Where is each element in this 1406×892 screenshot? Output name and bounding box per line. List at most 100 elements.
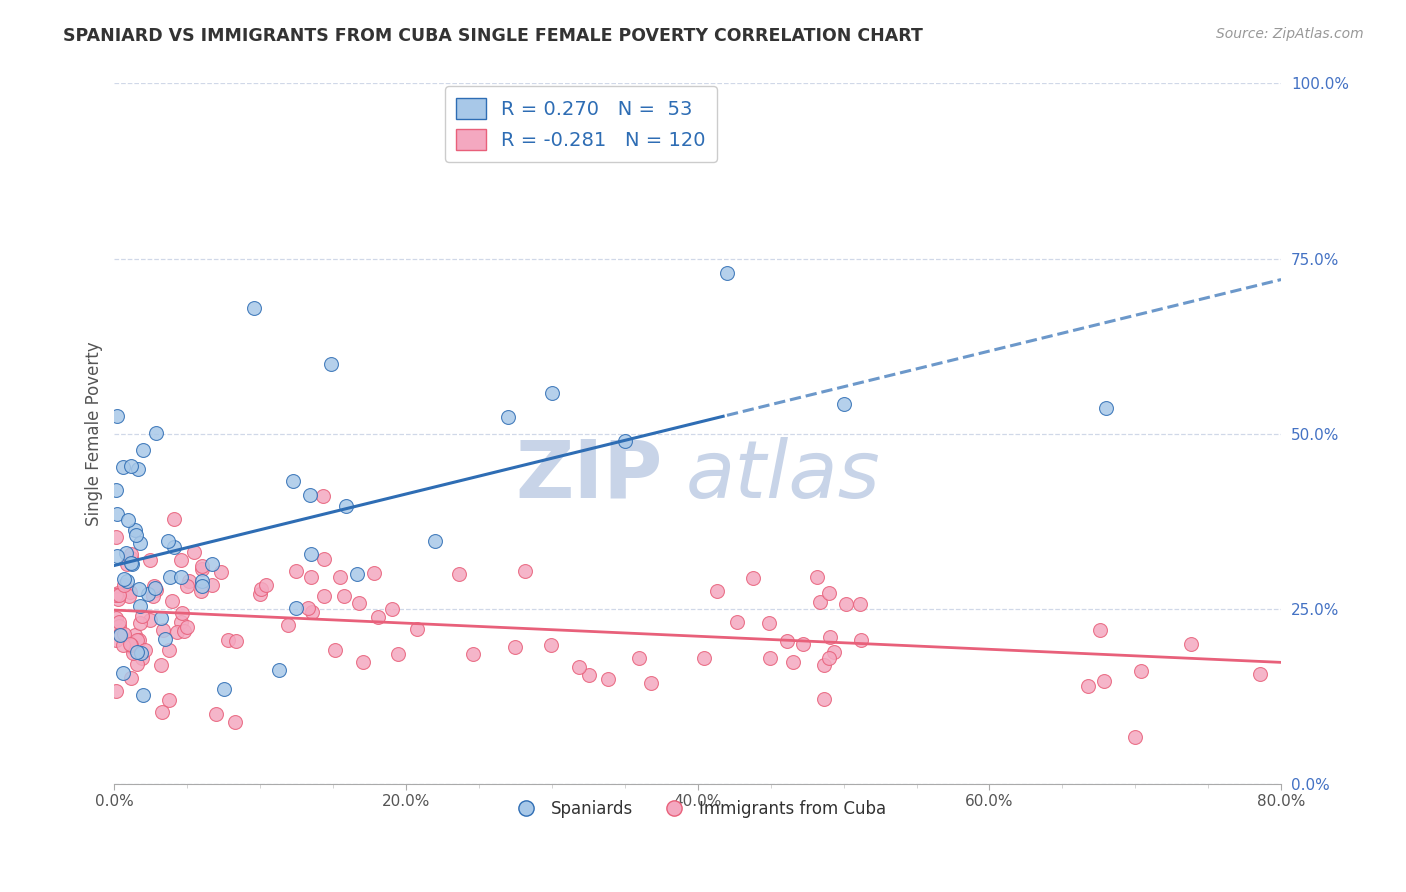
Point bbox=[120, 458, 142, 473]
Text: ZIP: ZIP bbox=[516, 436, 662, 515]
Point bbox=[105, 508, 128, 522]
Point bbox=[107, 586, 129, 600]
Point bbox=[143, 581, 166, 595]
Point bbox=[209, 566, 232, 580]
Point bbox=[693, 650, 716, 665]
Point bbox=[136, 587, 159, 601]
Point bbox=[183, 545, 205, 559]
Point bbox=[818, 631, 841, 645]
Point bbox=[163, 512, 186, 526]
Point bbox=[120, 637, 142, 651]
Point bbox=[835, 597, 858, 611]
Point bbox=[808, 595, 831, 609]
Point bbox=[540, 638, 562, 652]
Point bbox=[332, 589, 354, 603]
Point bbox=[284, 600, 307, 615]
Point bbox=[461, 647, 484, 661]
Point bbox=[149, 657, 172, 672]
Point bbox=[277, 618, 299, 632]
Point bbox=[823, 645, 845, 659]
Point bbox=[112, 578, 135, 592]
Point bbox=[742, 571, 765, 585]
Point bbox=[314, 589, 336, 603]
Point bbox=[170, 615, 193, 629]
Point bbox=[125, 528, 148, 542]
Point bbox=[120, 638, 142, 652]
Point bbox=[190, 558, 212, 573]
Point bbox=[120, 671, 142, 685]
Point bbox=[759, 651, 782, 665]
Point bbox=[725, 615, 748, 629]
Point bbox=[716, 266, 738, 280]
Point bbox=[1095, 401, 1118, 415]
Point bbox=[128, 632, 150, 647]
Point bbox=[128, 535, 150, 549]
Point bbox=[776, 633, 799, 648]
Point bbox=[628, 650, 651, 665]
Point bbox=[127, 645, 149, 659]
Point bbox=[176, 579, 198, 593]
Point bbox=[758, 615, 780, 630]
Point bbox=[104, 632, 127, 647]
Point bbox=[1180, 637, 1202, 651]
Point bbox=[134, 642, 156, 657]
Point bbox=[217, 632, 239, 647]
Point bbox=[129, 616, 152, 631]
Point bbox=[335, 499, 357, 513]
Point bbox=[104, 588, 127, 602]
Point bbox=[120, 551, 142, 566]
Point bbox=[367, 610, 389, 624]
Point bbox=[596, 673, 619, 687]
Point bbox=[138, 613, 160, 627]
Point bbox=[163, 540, 186, 554]
Point bbox=[105, 530, 128, 544]
Point bbox=[105, 409, 128, 423]
Point bbox=[1130, 664, 1153, 678]
Point bbox=[201, 557, 224, 571]
Y-axis label: Single Female Poverty: Single Female Poverty bbox=[86, 342, 103, 526]
Point bbox=[110, 627, 132, 641]
Point bbox=[299, 547, 322, 561]
Point bbox=[145, 425, 167, 440]
Point bbox=[112, 665, 135, 680]
Point bbox=[120, 585, 142, 599]
Point bbox=[806, 569, 828, 583]
Point bbox=[108, 628, 131, 642]
Text: atlas: atlas bbox=[686, 436, 880, 515]
Point bbox=[120, 547, 142, 561]
Point bbox=[105, 684, 128, 698]
Point bbox=[108, 619, 131, 633]
Point bbox=[254, 578, 277, 592]
Point bbox=[578, 667, 600, 681]
Point bbox=[105, 549, 128, 563]
Point bbox=[381, 601, 404, 615]
Point bbox=[111, 460, 134, 475]
Point bbox=[347, 596, 370, 610]
Point bbox=[114, 546, 136, 560]
Point bbox=[115, 557, 138, 571]
Point bbox=[104, 483, 127, 497]
Point bbox=[170, 606, 193, 620]
Point bbox=[124, 524, 146, 538]
Point bbox=[131, 688, 153, 702]
Point bbox=[541, 386, 564, 401]
Point bbox=[131, 651, 153, 665]
Point bbox=[128, 582, 150, 597]
Point bbox=[640, 675, 662, 690]
Point bbox=[117, 513, 139, 527]
Point bbox=[352, 655, 374, 669]
Point bbox=[112, 572, 135, 586]
Point bbox=[1249, 667, 1271, 681]
Point bbox=[112, 639, 135, 653]
Point bbox=[139, 553, 162, 567]
Point bbox=[496, 409, 519, 424]
Point bbox=[224, 714, 246, 729]
Point bbox=[503, 640, 526, 655]
Point bbox=[118, 589, 141, 603]
Point bbox=[112, 626, 135, 640]
Legend: Spaniards, Immigrants from Cuba: Spaniards, Immigrants from Cuba bbox=[502, 793, 893, 824]
Point bbox=[813, 692, 835, 706]
Point bbox=[832, 397, 855, 411]
Point bbox=[104, 611, 127, 625]
Point bbox=[249, 587, 271, 601]
